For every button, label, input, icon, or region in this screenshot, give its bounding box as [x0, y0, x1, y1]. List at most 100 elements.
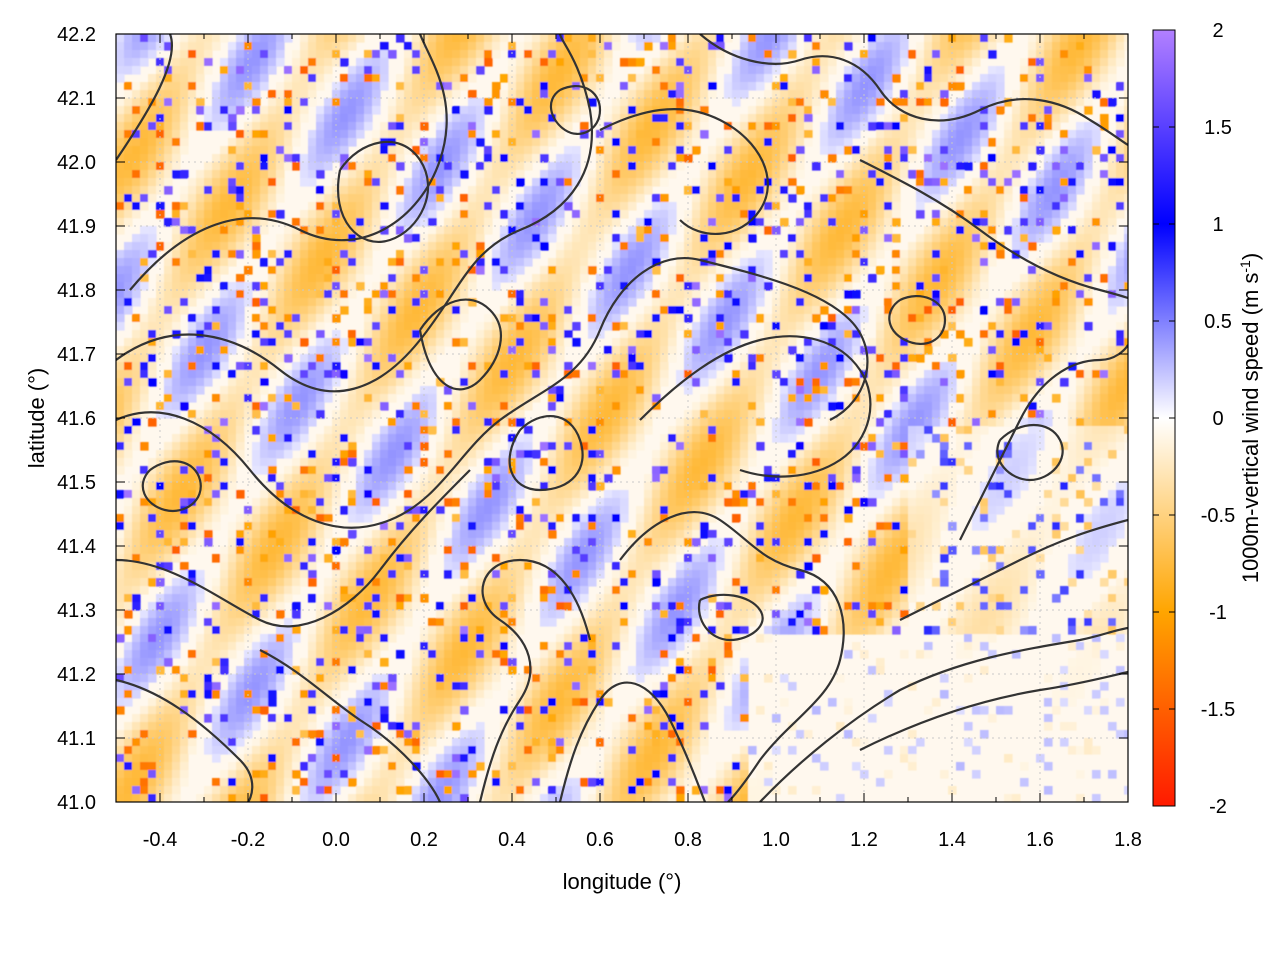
heatmap-cell: [828, 226, 837, 235]
heatmap-cell: [668, 266, 677, 275]
heatmap-cell: [484, 162, 493, 171]
heatmap-cell: [796, 146, 805, 155]
heatmap-cell: [1060, 298, 1069, 307]
heatmap-cell: [796, 82, 805, 91]
heatmap-cell: [828, 370, 837, 379]
heatmap-cell: [1052, 202, 1061, 211]
heatmap-cell: [1108, 330, 1117, 339]
heatmap-cell: [364, 354, 373, 363]
heatmap-cell: [452, 394, 461, 403]
heatmap-cell: [1060, 114, 1069, 123]
heatmap-cell: [716, 218, 725, 227]
heatmap-cell: [172, 258, 181, 267]
heatmap-cell: [124, 282, 133, 291]
heatmap-cell: [1020, 130, 1029, 139]
heatmap-cell: [372, 130, 381, 139]
heatmap-cell: [988, 370, 997, 379]
heatmap-cell: [124, 394, 133, 403]
heatmap-cell: [924, 378, 933, 387]
heatmap-cell: [628, 74, 637, 83]
heatmap-cell: [444, 170, 453, 179]
heatmap-cell: [980, 122, 989, 131]
heatmap-cell: [684, 74, 693, 83]
heatmap-cell: [908, 298, 917, 307]
heatmap-cell: [276, 34, 285, 43]
heatmap-cell: [1116, 402, 1125, 411]
heatmap-cell: [876, 50, 885, 59]
heatmap-cell: [500, 362, 509, 371]
heatmap-cell: [380, 122, 389, 131]
heatmap-cell: [372, 218, 381, 227]
heatmap-cell: [804, 98, 813, 107]
heatmap-cell: [548, 394, 557, 403]
heatmap-cell: [220, 258, 229, 267]
heatmap-cell: [148, 178, 157, 187]
heatmap-cell: [572, 50, 581, 59]
heatmap-cell: [588, 66, 597, 75]
heatmap-cell: [644, 386, 653, 395]
heatmap-cell: [892, 306, 901, 315]
heatmap-cell: [116, 370, 125, 379]
heatmap-cell: [572, 306, 581, 315]
heatmap-cell: [1084, 258, 1093, 267]
heatmap-cell: [580, 210, 589, 219]
heatmap-cell: [180, 298, 189, 307]
heatmap-cell: [412, 170, 421, 179]
heatmap-cell: [596, 218, 605, 227]
heatmap-cell: [516, 194, 525, 203]
heatmap-cell: [332, 50, 341, 59]
heatmap-cell: [820, 266, 829, 275]
heatmap-cell: [636, 242, 645, 251]
heatmap-cell: [420, 154, 429, 163]
heatmap-cell: [804, 218, 813, 227]
heatmap-cell: [988, 378, 997, 387]
heatmap-cell: [500, 250, 509, 259]
heatmap-cell: [524, 258, 533, 267]
heatmap-cell: [220, 170, 229, 179]
heatmap-cell: [292, 402, 301, 411]
heatmap-cell: [604, 226, 613, 235]
heatmap-cell: [772, 58, 781, 67]
heatmap-cell: [276, 194, 285, 203]
heatmap-cell: [820, 34, 829, 43]
heatmap-cell: [1068, 90, 1077, 99]
heatmap-cell: [788, 114, 797, 123]
heatmap-cell: [916, 386, 925, 395]
heatmap-cell: [148, 298, 157, 307]
heatmap-cell: [124, 58, 133, 67]
heatmap-cell: [932, 370, 941, 379]
heatmap-cell: [588, 74, 597, 83]
heatmap-cell: [748, 194, 757, 203]
heatmap-cell: [516, 90, 525, 99]
heatmap-cell: [1116, 386, 1125, 395]
heatmap-cell: [948, 362, 957, 371]
heatmap-cell: [572, 210, 581, 219]
heatmap-cell: [172, 42, 181, 51]
heatmap-cell: [340, 282, 349, 291]
heatmap-cell: [364, 170, 373, 179]
heatmap-cell: [148, 138, 157, 147]
heatmap-cell: [428, 218, 437, 227]
heatmap-cell: [844, 242, 853, 251]
heatmap-cell: [156, 74, 165, 83]
heatmap-cell: [708, 298, 717, 307]
heatmap-cell: [276, 402, 285, 411]
heatmap-cell: [956, 122, 965, 131]
heatmap-cell: [308, 34, 317, 43]
heatmap-cell: [476, 242, 485, 251]
heatmap-cell: [1028, 42, 1037, 51]
heatmap-cell: [388, 162, 397, 171]
heatmap-cell: [868, 242, 877, 251]
heatmap-cell: [532, 346, 541, 355]
heatmap-cell: [756, 362, 765, 371]
heatmap-cell: [332, 362, 341, 371]
heatmap-cell: [1100, 234, 1109, 243]
heatmap-cell: [852, 242, 861, 251]
heatmap-cell: [524, 186, 533, 195]
heatmap-cell: [708, 410, 717, 419]
heatmap-cell: [148, 162, 157, 171]
heatmap-cell: [228, 154, 237, 163]
heatmap-cell: [348, 290, 357, 299]
heatmap-cell: [612, 266, 621, 275]
heatmap-cell: [884, 394, 893, 403]
